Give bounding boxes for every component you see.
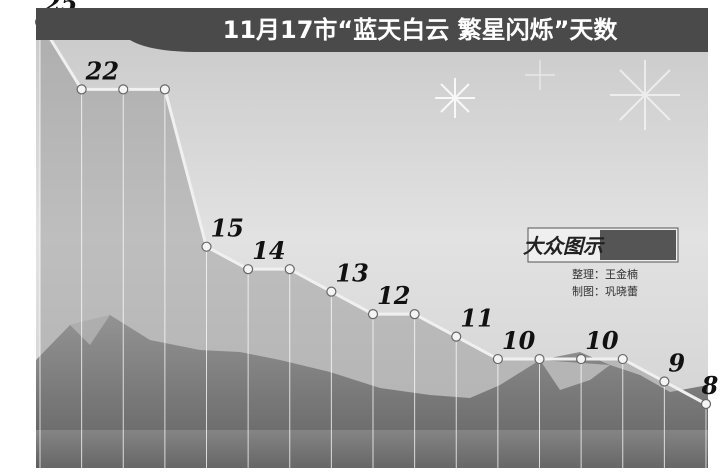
mountain-snow xyxy=(540,360,610,390)
data-point xyxy=(534,353,545,365)
data-point xyxy=(576,353,587,365)
data-point xyxy=(409,309,420,320)
data-point xyxy=(492,353,503,365)
data-point xyxy=(617,353,628,365)
mountain-snow xyxy=(70,315,110,345)
data-point xyxy=(700,398,712,410)
data-label: 13 xyxy=(335,259,368,288)
data-point xyxy=(201,241,212,252)
data-label: 11 xyxy=(460,304,493,333)
brand-logo: 大众图示 xyxy=(523,227,679,263)
data-point xyxy=(659,376,670,387)
snowflake-icon xyxy=(610,60,680,130)
data-point xyxy=(367,309,379,320)
data-point xyxy=(159,84,170,95)
editor-credit: 整理：王金楠 xyxy=(572,267,638,281)
data-label: 9 xyxy=(668,349,685,378)
brand-logo-text: 大众图示 xyxy=(523,234,605,258)
data-point xyxy=(451,331,462,342)
data-label: 8 xyxy=(701,371,719,400)
data-point xyxy=(326,286,337,297)
snowflake-icon xyxy=(525,60,555,90)
data-point xyxy=(118,84,129,95)
data-label: 12 xyxy=(377,281,410,310)
designer-credit: 制图：巩晓蕾 xyxy=(572,285,638,298)
data-label: 10 xyxy=(502,326,536,355)
grid-lines xyxy=(39,22,707,468)
title-bar xyxy=(36,8,708,52)
data-label: 10 xyxy=(585,326,619,355)
data-point xyxy=(284,264,295,275)
data-label: 14 xyxy=(252,236,285,265)
data-point xyxy=(243,264,254,275)
data-label: 15 xyxy=(211,214,244,243)
chart-title: 11月17市“蓝天白云 繁星闪烁”天数 xyxy=(223,16,619,44)
data-label: 22 xyxy=(85,56,119,85)
data-point xyxy=(76,84,87,95)
snowflake-icon xyxy=(435,78,475,118)
data-labels: 25221514131211101098 xyxy=(43,0,719,400)
ground xyxy=(36,430,708,468)
